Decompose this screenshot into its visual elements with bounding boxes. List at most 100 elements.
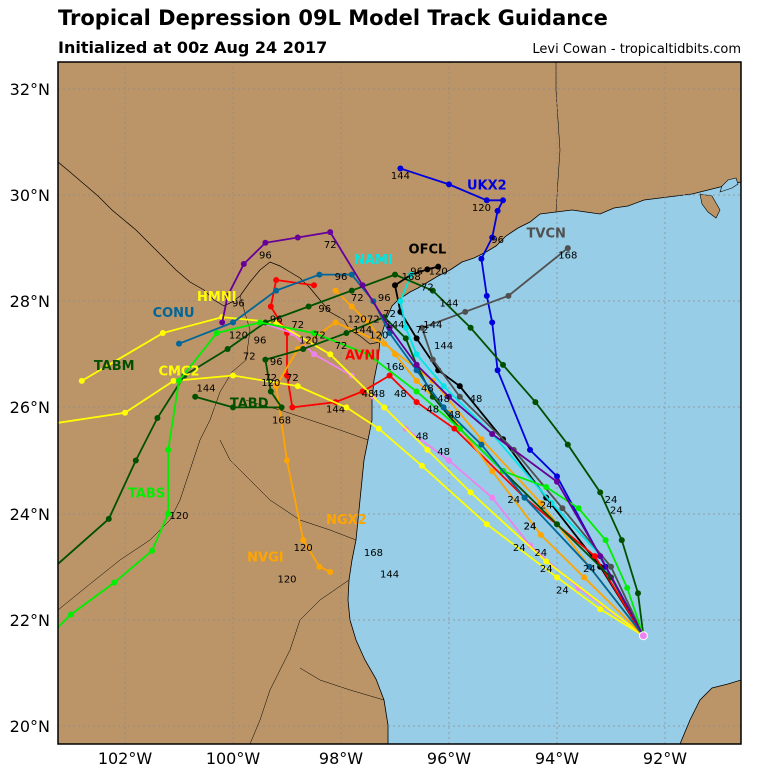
track-point xyxy=(273,383,280,390)
track-point xyxy=(413,399,420,406)
forecast-hour-label: 72 xyxy=(383,309,396,320)
track-point xyxy=(267,303,274,310)
track-point xyxy=(348,303,355,310)
forecast-hour-label: 48 xyxy=(470,394,483,405)
yucatan-peninsula xyxy=(679,679,741,744)
track-point xyxy=(500,361,506,368)
track-point xyxy=(300,537,307,544)
forecast-hour-label: 72 xyxy=(313,330,326,341)
forecast-hour-label: 96 xyxy=(335,272,348,283)
forecast-hour-label: 168 xyxy=(364,548,383,559)
forecast-hour-label: 168 xyxy=(385,362,404,373)
forecast-hour-label: 24 xyxy=(524,522,537,533)
track-point xyxy=(489,468,496,475)
track-point xyxy=(278,404,285,411)
forecast-hour-label: 168 xyxy=(272,415,291,426)
track-point xyxy=(305,303,312,310)
track-point xyxy=(52,420,58,426)
track-point xyxy=(483,521,490,528)
track-point xyxy=(300,345,307,352)
texas-louisiana-border xyxy=(555,62,561,213)
forecast-hour-label: 144 xyxy=(196,383,215,394)
track-point xyxy=(224,292,231,299)
forecast-hour-label: 120 xyxy=(299,336,318,347)
track-point xyxy=(343,404,350,411)
forecast-hour-label: 48 xyxy=(437,394,450,405)
track-point xyxy=(267,388,274,395)
track-point xyxy=(365,351,371,358)
track-point xyxy=(348,271,355,278)
track-point xyxy=(219,319,226,326)
model-tracks: 1441209612014416816814424120120168120729… xyxy=(52,165,648,641)
forecast-hour-label: 120 xyxy=(169,511,188,522)
track-point xyxy=(446,457,452,464)
lat-axis-labels: 32°N 30°N 28°N 26°N 24°N 22°N 20°N xyxy=(10,80,50,736)
track-point xyxy=(413,361,420,368)
track-point xyxy=(262,356,269,363)
forecast-hour-label: 24 xyxy=(540,564,553,575)
track-point xyxy=(192,393,199,400)
track-point xyxy=(413,367,420,374)
forecast-hour-label: 144 xyxy=(326,405,345,416)
track-point xyxy=(624,584,631,591)
track-point xyxy=(467,489,474,496)
forecast-hour-label: 24 xyxy=(507,495,520,506)
page-subtitle: Initialized at 00z Aug 24 2017 xyxy=(58,38,328,57)
forecast-hour-label: 48 xyxy=(394,389,407,400)
track-point xyxy=(602,537,609,544)
forecast-hour-label: 48 xyxy=(416,431,429,442)
forecast-hour-label: 144 xyxy=(385,320,404,331)
track-point xyxy=(424,446,431,453)
track-point xyxy=(419,324,425,331)
model-name-label: CONU xyxy=(153,306,195,321)
track-point xyxy=(429,356,436,363)
track-point xyxy=(273,276,280,283)
lat-tick-label: 30°N xyxy=(10,186,50,205)
forecast-hour-label: 24 xyxy=(605,495,618,506)
forecast-hour-label: 144 xyxy=(439,299,458,310)
track-point xyxy=(52,564,58,570)
track-point xyxy=(165,446,172,453)
track-point xyxy=(257,319,263,326)
forecast-hour-label: 24 xyxy=(610,506,623,517)
track-point xyxy=(52,627,58,633)
track-point xyxy=(311,282,317,289)
lat-tick-label: 28°N xyxy=(10,292,50,311)
forecast-hour-label: 96 xyxy=(318,304,331,315)
track-point xyxy=(381,340,388,347)
track-point xyxy=(413,377,420,384)
track-point xyxy=(262,239,269,246)
model-name-label: TABD xyxy=(230,396,269,411)
forecast-hour-label: 48 xyxy=(372,389,385,400)
track-point xyxy=(543,558,550,565)
track-point xyxy=(273,319,280,326)
track-point xyxy=(478,436,485,443)
forecast-hour-label: 96 xyxy=(491,235,504,246)
track-point xyxy=(111,579,118,586)
track-point xyxy=(478,441,485,448)
track-point xyxy=(440,404,447,411)
lat-tick-label: 20°N xyxy=(10,717,50,736)
model-name-label: NAMI xyxy=(354,253,393,268)
forecast-hour-label: 24 xyxy=(540,500,553,511)
track-point xyxy=(176,340,182,347)
track-point xyxy=(597,489,604,496)
track-point xyxy=(230,319,236,326)
track-point xyxy=(105,515,112,522)
forecast-hour-label: 120 xyxy=(369,330,388,341)
forecast-hour-label: 72 xyxy=(243,352,256,363)
track-line xyxy=(194,316,645,637)
track-point xyxy=(122,409,128,416)
track-point xyxy=(489,234,496,241)
track-point xyxy=(537,531,544,538)
track-point xyxy=(618,537,625,544)
track-point xyxy=(446,393,452,400)
track-point xyxy=(149,547,155,554)
track-point xyxy=(284,457,290,464)
track-point xyxy=(591,553,598,560)
forecast-hour-label: 120 xyxy=(229,330,248,341)
forecast-hour-label: 144 xyxy=(353,325,372,336)
model-name-label: TVCN xyxy=(527,226,566,241)
track-point xyxy=(532,399,539,406)
